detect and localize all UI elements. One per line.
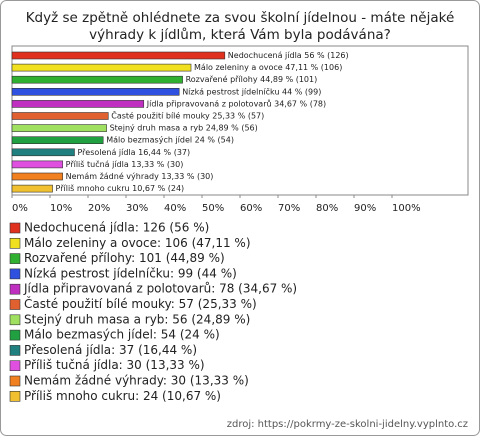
value-label: Příliš tučná jídla 13,33 % (30)	[66, 159, 184, 169]
bar	[11, 112, 109, 120]
x-tick-label: 10%	[50, 203, 72, 214]
value-label: Málo zeleniny a ovoce 47,11 % (106)	[194, 63, 342, 72]
bar	[11, 100, 145, 108]
x-tick-label: 40%	[164, 203, 186, 214]
legend-swatch	[9, 299, 21, 310]
chart-title: výhrady k jídlům, která Vám byla podáván…	[89, 27, 391, 43]
value-label: Příliš mnoho cukru 10,67 % (24)	[56, 183, 185, 193]
bar	[11, 63, 192, 72]
legend-label: Časté použití bílé mouky: 57 (25,33 %)	[24, 296, 257, 311]
value-label: Málo bezmasých jídel 24 % (54)	[106, 136, 234, 145]
bar	[11, 88, 180, 96]
legend-swatch	[9, 375, 21, 387]
legend-label: Nízká pestrost jídelníčku: 99 (44 %)	[24, 266, 237, 280]
bar	[11, 172, 63, 181]
value-label: Přesolená jídla 16,44 % (37)	[77, 148, 190, 157]
source: zdroj: https://pokrmy-ze-skolni-jidelny.…	[227, 419, 468, 430]
legend-swatch	[9, 329, 21, 341]
legend-swatch	[9, 268, 21, 280]
value-label: Rozvařené přílohy 44,89 % (101)	[186, 74, 318, 84]
value-label: Nedochucená jídla 56 % (126)	[228, 51, 349, 60]
legend-label: Rozvařené přílohy: 101 (44,89 %)	[24, 251, 225, 265]
x-tick-label: 60%	[240, 203, 262, 214]
x-tick-label: 0%	[12, 203, 28, 214]
bar	[11, 75, 183, 84]
bar	[11, 160, 63, 169]
x-tick-label: 70%	[278, 203, 300, 214]
legend-swatch	[9, 360, 21, 372]
x-tick-label: 50%	[202, 203, 224, 214]
legend-label: Málo bezmasých jídel: 54 (24 %)	[24, 328, 220, 342]
bar	[11, 184, 53, 193]
legend-swatch	[9, 222, 21, 234]
bar	[11, 148, 75, 157]
legend-label: Jídla připravovaná z polotovarů: 78 (34,…	[23, 282, 297, 296]
legend-label: Nemám žádné výhrady: 30 (13,33 %)	[24, 374, 249, 388]
bar	[11, 51, 226, 60]
value-label: Nízká pestrost jídelníčku 44 % (99)	[182, 86, 321, 96]
legend-label: Stejný druh masa a ryb: 56 (24,89 %)	[24, 312, 250, 326]
legend-swatch	[9, 314, 21, 326]
value-label: Stejný druh masa a ryb 24,89 % (56)	[110, 124, 258, 133]
chart-title: Když se zpětně ohlédnete za svou školní …	[26, 10, 455, 26]
legend-label: Příliš tučná jídla: 30 (13,33 %)	[24, 358, 205, 372]
x-tick-label: 90%	[354, 203, 376, 214]
legend-swatch	[9, 390, 21, 402]
legend-swatch	[9, 345, 21, 356]
legend-label: Přesolená jídla: 37 (16,44 %)	[24, 343, 197, 357]
legend-swatch	[9, 253, 21, 264]
legend-label: Nedochucená jídla: 126 (56 %)	[24, 221, 209, 235]
value-label: Jídla připravovaná z polotovarů 34,67 % …	[146, 98, 326, 108]
value-label: Časté použití bílé mouky 25,33 % (57)	[111, 110, 264, 121]
legend-label: Málo zeleniny a ovoce: 106 (47,11 %)	[24, 236, 251, 250]
legend-swatch	[9, 238, 21, 249]
legend-swatch	[9, 283, 21, 295]
x-tick-label: 20%	[88, 203, 110, 214]
legend-label: Příliš mnoho cukru: 24 (10,67 %)	[24, 389, 221, 403]
bar	[11, 136, 104, 144]
bar	[11, 124, 107, 132]
value-label: Nemám žádné výhrady 13,33 % (30)	[66, 171, 214, 181]
x-tick-label: 80%	[316, 203, 338, 214]
x-tick-label: 30%	[126, 203, 148, 214]
x-tick-label: 100%	[392, 203, 421, 214]
